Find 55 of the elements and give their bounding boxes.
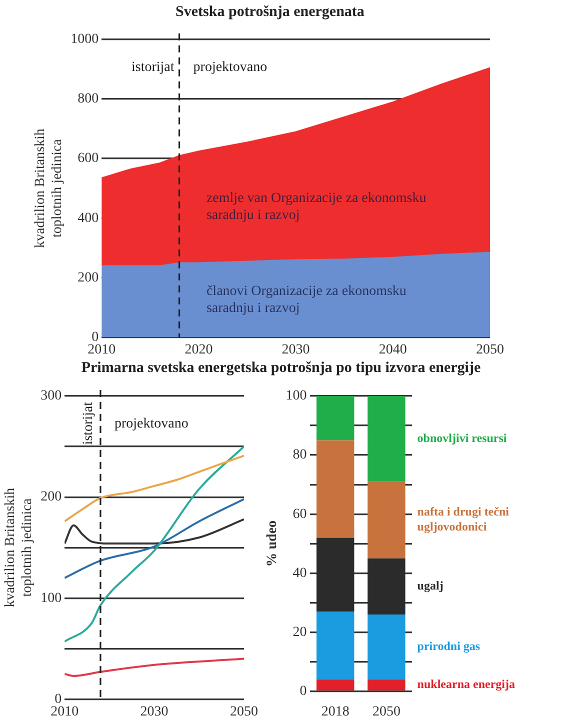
x-tick-label: 2010 <box>88 342 116 358</box>
y-tick-label: 40 <box>292 566 307 581</box>
chart-title: Svetska potrošnja energenata <box>174 4 366 21</box>
series-label: ugalj <box>417 578 444 592</box>
y-tick-label: 60 <box>292 506 307 522</box>
y-tick-label: 20 <box>292 624 307 640</box>
bar <box>368 396 406 482</box>
series-label: nuklearna energija <box>417 676 515 691</box>
bar <box>316 440 354 538</box>
series-label: zemlje van Organizacije za ekonomsku saradnju i razvoj <box>206 191 426 224</box>
y-tick-label: 1000 <box>70 32 99 48</box>
bar <box>316 679 354 690</box>
line-series <box>64 658 244 677</box>
line-series <box>64 446 244 643</box>
series-label: prirodni gas <box>417 639 480 654</box>
y-tick-label: 100 <box>286 388 307 404</box>
x-tick-label: 2030 <box>282 342 310 358</box>
text: Primarna svetska energetska potrošnja po tipu izvora energije <box>80 360 482 377</box>
bar <box>368 614 406 680</box>
bar <box>368 482 406 558</box>
y-tick-label: 0 <box>92 330 99 345</box>
x-tick-label: 2050 <box>230 704 258 720</box>
x-tick-label: 2018 <box>321 704 350 720</box>
line-series <box>64 454 244 522</box>
y-axis-title: kvadrilion Britanskih toplotnih jedinica <box>33 128 65 248</box>
x-tick-label: 2050 <box>372 704 400 720</box>
series-label: obnovljivi resursi <box>417 430 508 445</box>
bar <box>368 679 406 690</box>
x-tick-label: 2010 <box>50 704 79 720</box>
series-label: članovi Organizacije za ekonomsku saradnju i razvoj <box>206 284 406 316</box>
x-tick-label: 2030 <box>140 704 168 720</box>
annotation: projektovano <box>114 416 188 432</box>
y-axis-title: % udeo <box>265 520 280 567</box>
y-tick-label: 100 <box>40 590 62 606</box>
x-tick-label: 2050 <box>476 342 504 358</box>
y-axis-title: kvadrilion Britanskih toplotnih jedinica <box>3 488 35 608</box>
x-tick-label: 2040 <box>378 342 407 358</box>
line-series <box>64 518 244 545</box>
y-tick-label: 80 <box>292 448 307 463</box>
y-tick-label: 200 <box>78 270 99 286</box>
annotation: istorijat <box>132 60 174 76</box>
x-tick-label: 2020 <box>184 342 213 358</box>
y-tick-label: 200 <box>40 490 62 505</box>
bar <box>316 611 354 680</box>
y-tick-label: 0 <box>54 692 62 707</box>
y-tick-label: 400 <box>78 210 99 226</box>
annotation: istorijat <box>81 402 96 445</box>
line-series <box>64 498 244 579</box>
y-tick-label: 600 <box>78 151 99 166</box>
y-tick-label: 0 <box>300 684 307 699</box>
bar <box>316 396 354 440</box>
y-tick-label: 800 <box>78 92 99 107</box>
annotation: projektovano <box>193 60 268 76</box>
y-tick-label: 300 <box>40 388 62 404</box>
series-label: nafta i drugi tečni ugljovodonici <box>417 504 510 534</box>
